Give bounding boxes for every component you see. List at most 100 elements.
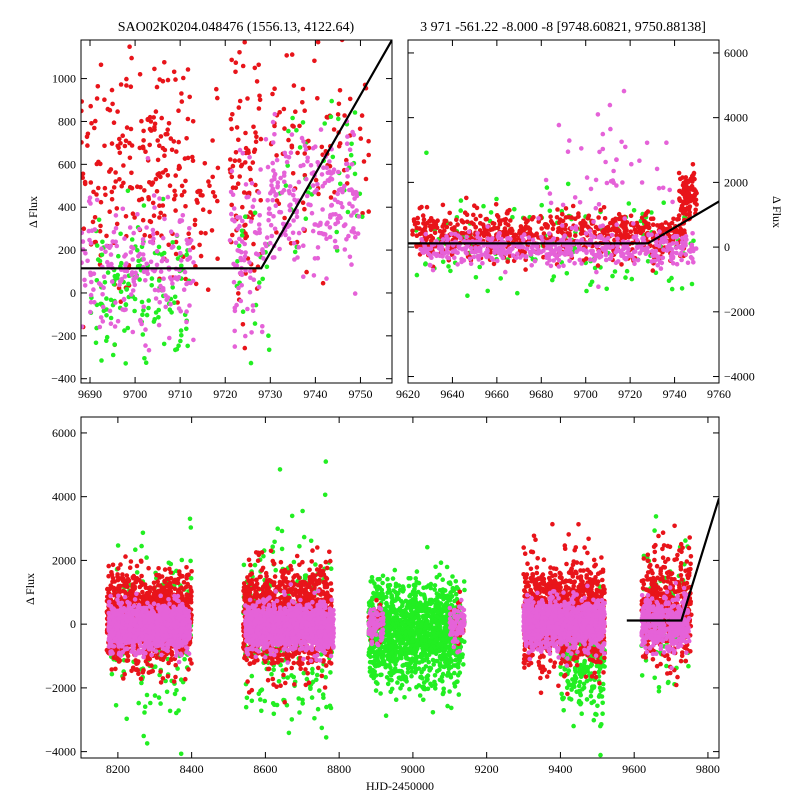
green-point xyxy=(348,152,354,158)
red-point xyxy=(551,222,556,227)
red-point xyxy=(174,149,179,154)
magenta-point xyxy=(320,207,325,212)
red-point xyxy=(96,185,101,191)
red-point xyxy=(593,224,599,230)
magenta-point xyxy=(345,134,350,139)
red-point xyxy=(173,173,178,178)
magenta-point xyxy=(422,243,428,249)
magenta-point xyxy=(266,217,271,223)
green-point xyxy=(370,649,376,655)
magenta-point xyxy=(548,200,554,206)
red-point xyxy=(290,171,296,176)
red-point xyxy=(555,207,560,212)
green-point xyxy=(661,200,666,205)
magenta-point xyxy=(251,197,257,203)
magenta-point xyxy=(298,163,304,169)
red-point xyxy=(229,202,234,208)
magenta-point xyxy=(651,253,656,259)
magenta-point xyxy=(660,255,666,261)
red-point xyxy=(183,204,188,209)
red-point xyxy=(256,106,262,111)
green-point xyxy=(421,680,427,685)
magenta-point xyxy=(170,281,175,286)
red-point xyxy=(141,128,146,134)
green-point xyxy=(437,641,443,646)
green-point xyxy=(387,624,392,630)
magenta-point xyxy=(282,150,288,156)
green-point xyxy=(156,315,161,320)
magenta-point xyxy=(605,235,611,241)
green-point xyxy=(392,567,398,573)
magenta-point xyxy=(634,244,640,250)
red-point xyxy=(643,212,648,218)
red-point xyxy=(138,184,143,190)
red-point xyxy=(663,220,668,225)
magenta-point xyxy=(513,255,519,261)
magenta-point xyxy=(294,214,300,220)
green-point xyxy=(433,637,439,643)
green-point xyxy=(629,276,635,282)
red-point xyxy=(93,118,98,124)
green-point xyxy=(390,632,395,638)
magenta-point xyxy=(503,269,508,275)
red-point xyxy=(90,219,96,225)
green-point xyxy=(453,657,458,663)
green-point xyxy=(447,653,452,658)
red-point xyxy=(471,212,476,218)
red-point xyxy=(272,86,277,91)
green-point xyxy=(544,185,550,190)
green-point xyxy=(239,228,245,234)
magenta-point xyxy=(649,259,654,264)
magenta-point xyxy=(347,147,353,152)
magenta-point xyxy=(308,163,314,168)
green-point xyxy=(368,579,374,584)
green-point xyxy=(461,579,467,584)
red-point xyxy=(94,96,100,101)
magenta-point xyxy=(143,278,148,283)
red-point xyxy=(689,196,695,202)
magenta-point xyxy=(429,255,434,260)
axis-ticks: 9690 9700 9710 9720 9730 9740 9750−400−2000200… xyxy=(51,40,392,401)
magenta-point xyxy=(335,191,341,197)
magenta-point xyxy=(131,279,137,284)
green-point xyxy=(570,677,575,682)
magenta-point xyxy=(600,131,606,137)
red-point xyxy=(184,136,189,141)
red-point xyxy=(424,204,430,210)
y-tick-label: 2000 xyxy=(724,175,748,189)
red-point xyxy=(240,63,246,69)
magenta-point xyxy=(81,239,86,244)
magenta-point xyxy=(169,277,174,282)
red-point xyxy=(313,177,319,183)
magenta-point xyxy=(108,243,113,249)
x-tick-label: 9760 xyxy=(707,387,731,401)
green-point xyxy=(387,619,392,625)
red-point xyxy=(114,206,120,211)
green-point xyxy=(576,683,582,689)
magenta-point xyxy=(191,337,196,343)
red-point xyxy=(128,84,134,89)
red-point xyxy=(166,121,172,126)
red-point xyxy=(246,190,252,196)
magenta-point xyxy=(128,292,134,297)
red-point xyxy=(150,200,156,206)
red-point xyxy=(645,209,651,214)
magenta-point xyxy=(603,252,609,258)
magenta-point xyxy=(117,279,123,284)
red-point xyxy=(198,253,204,259)
green-point xyxy=(376,651,381,657)
red-point xyxy=(689,184,695,190)
red-point xyxy=(118,141,123,146)
red-point xyxy=(111,185,117,190)
red-point xyxy=(473,216,479,222)
magenta-point xyxy=(257,213,263,218)
magenta-point xyxy=(499,236,504,242)
red-point xyxy=(315,40,321,45)
green-point xyxy=(593,711,598,717)
magenta-point xyxy=(460,246,465,252)
red-point xyxy=(274,153,279,158)
green-point xyxy=(158,701,163,706)
green-point xyxy=(421,697,426,703)
green-point xyxy=(442,607,447,613)
red-point xyxy=(127,44,132,49)
